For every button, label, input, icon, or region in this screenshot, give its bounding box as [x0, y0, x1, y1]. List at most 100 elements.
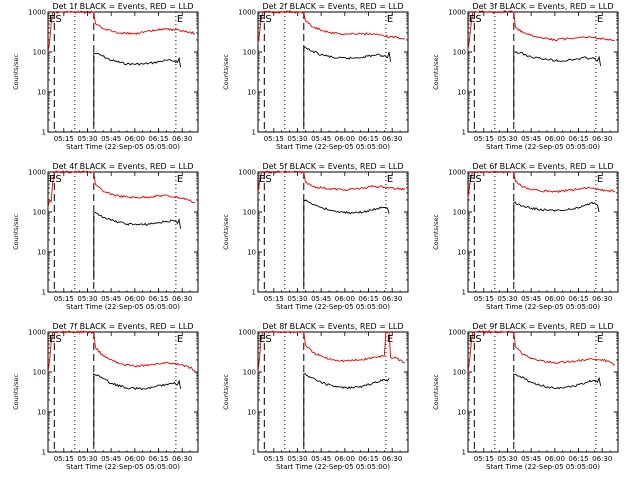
y-tick-label: 1 [42, 449, 46, 457]
y-tick-label: 1 [462, 289, 466, 297]
x-tick-label: 06:00 [125, 455, 145, 463]
x-tick-label: 06:00 [125, 135, 145, 143]
panel-title: Det 7f BLACK = Events, RED = LLD [52, 322, 193, 331]
y-tick-label: 1000 [28, 169, 46, 177]
chart-panel: Det 8f BLACK = Events, RED = LLD 1 10 100 10… [222, 322, 409, 471]
y-tick-label: 100 [243, 209, 256, 217]
x-tick-label: 06:15 [568, 295, 588, 303]
y-tick-label: 1000 [448, 169, 466, 177]
x-tick-label: 05:15 [474, 455, 494, 463]
x-tick-label: 05:30 [287, 455, 307, 463]
y-tick-label: 1 [252, 449, 256, 457]
x-tick-label: 06:00 [125, 295, 145, 303]
plot-frame [467, 11, 619, 133]
x-tick-label: 05:15 [474, 135, 494, 143]
panel-title: Det 6f BLACK = Events, RED = LLD [472, 162, 613, 171]
x-tick-label: 06:15 [148, 295, 168, 303]
x-tick-label: 05:45 [311, 135, 331, 143]
marker-label: S [265, 14, 271, 25]
panel-title: Det 4f BLACK = Events, RED = LLD [52, 162, 193, 171]
events-series-line [303, 46, 392, 125]
y-axis-label: Counts/sec [432, 54, 440, 90]
x-tick-label: 05:45 [101, 135, 121, 143]
y-tick-label: 10 [457, 89, 466, 97]
x-tick-label: 06:15 [148, 455, 168, 463]
x-tick-label: 05:45 [521, 135, 541, 143]
x-tick-label: 06:00 [335, 135, 355, 143]
y-tick-label: 1000 [238, 169, 256, 177]
chart-panel: Det 6f BLACK = Events, RED = LLD 1 10 100 10… [432, 162, 619, 311]
chart-panel: Det 1f BLACK = Events, RED = LLD 1 10 100 10… [12, 2, 199, 151]
marker-label: E [49, 334, 55, 345]
marker-label: S [475, 334, 481, 345]
chart-panel: Det 5f BLACK = Events, RED = LLD 1 10 100 10… [222, 162, 409, 311]
x-tick-label: 05:15 [264, 135, 284, 143]
lld-series-line [467, 170, 616, 199]
x-tick-label: 06:15 [358, 455, 378, 463]
x-axis-label: Start Time (22-Sep-05 05:05:00) [276, 303, 390, 311]
panel-title: Det 5f BLACK = Events, RED = LLD [262, 162, 403, 171]
plot-frame [47, 11, 199, 133]
marker-label: S [265, 334, 271, 345]
plot-frame [257, 331, 409, 453]
events-series-line [303, 199, 390, 285]
x-axis-label: Start Time (22-Sep-05 05:05:00) [486, 303, 600, 311]
y-tick-label: 10 [247, 89, 256, 97]
x-tick-label: 05:45 [101, 455, 121, 463]
marker-label: E [259, 174, 265, 185]
marker-label: E [387, 174, 393, 185]
x-tick-label: 05:45 [521, 295, 541, 303]
marker-label: S [55, 334, 61, 345]
plot-frame [467, 171, 619, 293]
events-series-line [93, 372, 182, 445]
x-axis-label: Start Time (22-Sep-05 05:05:00) [486, 143, 600, 151]
x-tick-label: 05:30 [77, 455, 97, 463]
x-tick-label: 06:15 [148, 135, 168, 143]
marker-label: E [49, 174, 55, 185]
x-tick-label: 06:30 [592, 135, 612, 143]
y-tick-label: 10 [247, 409, 256, 417]
y-tick-label: 100 [453, 49, 466, 57]
y-axis-label: Counts/sec [222, 54, 230, 90]
x-tick-label: 06:15 [358, 295, 378, 303]
marker-label: S [55, 14, 61, 25]
panel-title: Det 3f BLACK = Events, RED = LLD [472, 2, 613, 11]
x-tick-label: 05:30 [497, 135, 517, 143]
y-tick-label: 1 [462, 449, 466, 457]
panel-title: Det 1f BLACK = Events, RED = LLD [52, 2, 193, 11]
y-tick-label: 1000 [28, 9, 46, 17]
y-axis-label: Counts/sec [432, 374, 440, 410]
x-tick-label: 05:15 [54, 295, 74, 303]
y-tick-label: 100 [33, 49, 46, 57]
y-tick-label: 100 [453, 209, 466, 217]
y-tick-label: 1 [252, 289, 256, 297]
marker-label: E [259, 334, 265, 345]
x-tick-label: 06:30 [592, 295, 612, 303]
y-axis-label: Counts/sec [12, 374, 20, 410]
lld-series-line [467, 10, 616, 51]
x-tick-label: 05:45 [521, 455, 541, 463]
x-tick-label: 06:30 [172, 455, 192, 463]
marker-label: E [177, 174, 183, 185]
y-tick-label: 100 [33, 369, 46, 377]
x-tick-label: 05:15 [264, 455, 284, 463]
y-tick-label: 1 [42, 129, 46, 137]
y-tick-label: 100 [33, 209, 46, 217]
y-tick-label: 10 [37, 89, 46, 97]
events-series-line [513, 201, 600, 280]
plot-frame [257, 11, 409, 133]
marker-label: E [387, 334, 393, 345]
x-tick-label: 05:30 [287, 135, 307, 143]
marker-label: E [597, 14, 603, 25]
marker-label: E [597, 334, 603, 345]
y-tick-label: 1000 [28, 329, 46, 337]
x-tick-label: 05:15 [54, 135, 74, 143]
x-axis-label: Start Time (22-Sep-05 05:05:00) [66, 463, 180, 471]
lld-series-line [257, 170, 406, 193]
x-tick-label: 06:30 [382, 295, 402, 303]
events-series-line [93, 211, 182, 280]
marker-label: E [597, 174, 603, 185]
x-tick-label: 05:45 [311, 295, 331, 303]
y-tick-label: 100 [453, 369, 466, 377]
